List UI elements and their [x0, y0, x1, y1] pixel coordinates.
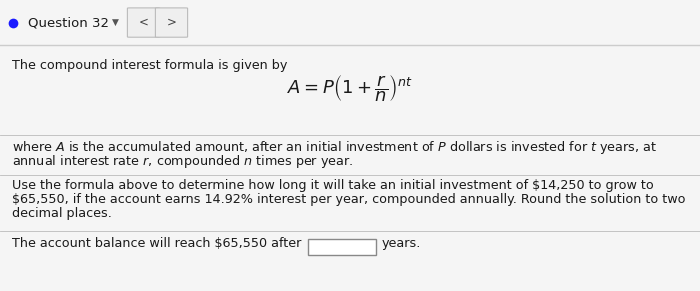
Bar	[308, 239, 376, 255]
Text: years.: years.	[382, 237, 421, 250]
Text: >: >	[167, 16, 176, 29]
Text: ▼: ▼	[112, 18, 119, 27]
Text: where $A$ is the accumulated amount, after an initial investment of $P$ dollars : where $A$ is the accumulated amount, aft…	[12, 139, 657, 156]
Text: The compound interest formula is given by: The compound interest formula is given b…	[12, 59, 288, 72]
Text: Use the formula above to determine how long it will take an initial investment o: Use the formula above to determine how l…	[12, 179, 654, 192]
Text: The account balance will reach $65,550 after: The account balance will reach $65,550 a…	[12, 237, 302, 250]
Text: annual interest rate $r$, compounded $n$ times per year.: annual interest rate $r$, compounded $n$…	[12, 153, 353, 170]
FancyBboxPatch shape	[155, 8, 188, 37]
Text: $A = P\left(1+\dfrac{r}{n}\right)^{nt}$: $A = P\left(1+\dfrac{r}{n}\right)^{nt}$	[287, 73, 413, 104]
Text: decimal places.: decimal places.	[12, 207, 112, 220]
Text: <: <	[139, 16, 148, 29]
Text: Question 32: Question 32	[28, 16, 109, 29]
FancyBboxPatch shape	[127, 8, 160, 37]
Text: $65,550, if the account earns 14.92% interest per year, compounded annually. Rou: $65,550, if the account earns 14.92% int…	[12, 193, 685, 206]
